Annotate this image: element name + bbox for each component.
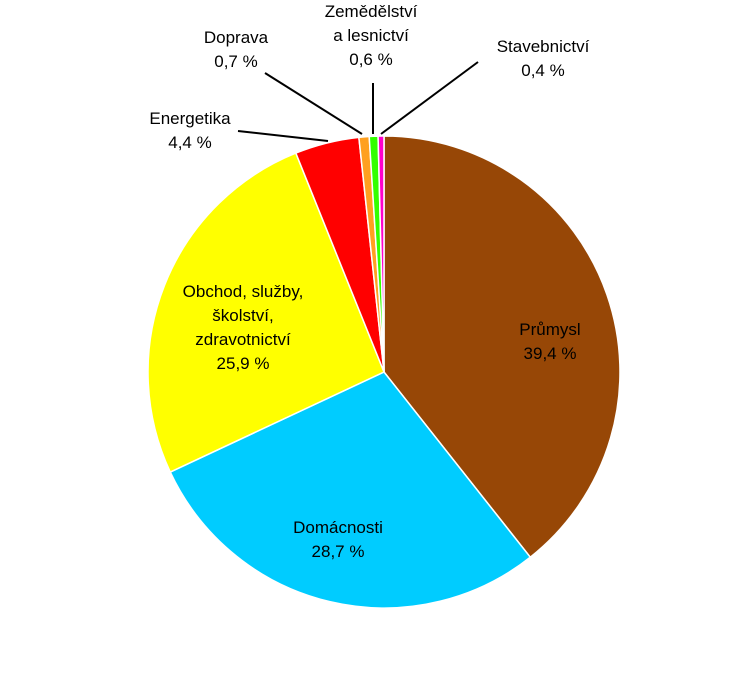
slice-label-domacnosti: Domácnosti 28,7 % — [293, 518, 383, 561]
leader-lines — [237, 61, 479, 142]
slice-label-obchod-sluzby: Obchod, služby, školství, zdravotnictví 25,… — [183, 282, 304, 373]
pie-slice-obchod-sluzby — [147, 152, 385, 473]
slice-labels: Průmysl 39,4 % Domácnosti 28,7 % Obchod, slu… — [149, 2, 589, 561]
slice-label-energetika: Energetika 4,4 % — [149, 109, 231, 152]
leader-line-stavebnictvi — [380, 61, 479, 135]
leader-line-doprava — [264, 72, 363, 135]
leader-line-energetika — [237, 130, 329, 142]
slice-label-doprava: Doprava 0,7 % — [204, 28, 269, 71]
pie-slice-domacnosti — [169, 371, 532, 609]
pie-slices — [147, 135, 621, 609]
slice-label-prumysl: Průmysl 39,4 % — [519, 320, 580, 363]
pie-slice-stavebnictvi — [377, 135, 385, 373]
pie-slice-prumysl — [383, 135, 621, 558]
slice-label-zemedelstvi: Zemědělství a lesnictví 0,6 % — [325, 2, 418, 69]
slice-label-stavebnictvi: Stavebnictví 0,4 % — [497, 37, 590, 80]
